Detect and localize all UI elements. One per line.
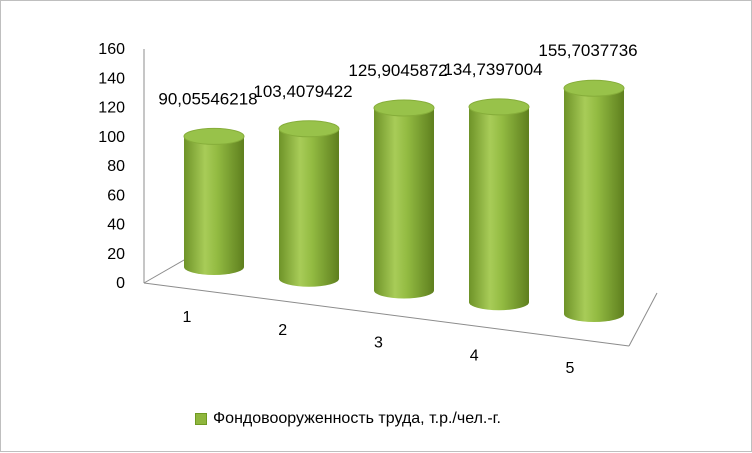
y-tick-label: 100 xyxy=(98,129,125,146)
x-axis-categories: 1 2 3 4 5 xyxy=(183,309,575,377)
bar xyxy=(468,98,530,311)
data-label: 134,7397004 xyxy=(443,60,542,79)
bar-body xyxy=(564,88,624,323)
bar-top xyxy=(373,99,435,117)
bar xyxy=(563,79,625,323)
category-label: 5 xyxy=(566,360,575,377)
data-label: 90,05546218 xyxy=(158,89,257,108)
legend: Фондовооруженность труда, т.р./чел.-г. xyxy=(195,409,501,429)
data-label: 125,9045872 xyxy=(348,61,447,80)
chart-walls xyxy=(143,49,658,347)
category-label: 3 xyxy=(374,335,383,352)
y-tick-label: 20 xyxy=(107,246,125,263)
y-tick-label: 140 xyxy=(98,70,125,87)
data-label: 103,4079422 xyxy=(253,82,352,101)
data-label: 155,7037736 xyxy=(538,41,637,60)
bar-body xyxy=(184,136,244,275)
legend-label: Фондовооруженность труда, т.р./чел.-г. xyxy=(213,410,501,427)
y-axis-ticks: 0 20 40 60 80 100 120 140 160 xyxy=(98,41,125,292)
bar xyxy=(183,127,245,275)
category-label: 4 xyxy=(470,347,479,364)
floor-front-edge xyxy=(143,282,630,347)
bars xyxy=(183,79,625,323)
bar-top xyxy=(563,79,625,97)
bar xyxy=(278,120,340,287)
category-label: 2 xyxy=(278,322,287,339)
category-label: 1 xyxy=(183,309,192,326)
y-tick-label: 40 xyxy=(107,217,125,234)
bar-body xyxy=(469,106,529,311)
floor-right-edge xyxy=(628,292,658,347)
y-tick-label: 0 xyxy=(116,275,125,292)
y-tick-label: 80 xyxy=(107,158,125,175)
y-tick-label: 160 xyxy=(98,41,125,58)
bar-top xyxy=(183,127,245,145)
bar-body xyxy=(374,107,434,299)
bar xyxy=(373,99,435,299)
legend-swatch xyxy=(195,413,207,425)
bar-top xyxy=(278,120,340,138)
y-tick-label: 120 xyxy=(98,100,125,117)
bar-top xyxy=(468,98,530,116)
y-tick-label: 60 xyxy=(107,187,125,204)
bar-body xyxy=(279,128,339,287)
